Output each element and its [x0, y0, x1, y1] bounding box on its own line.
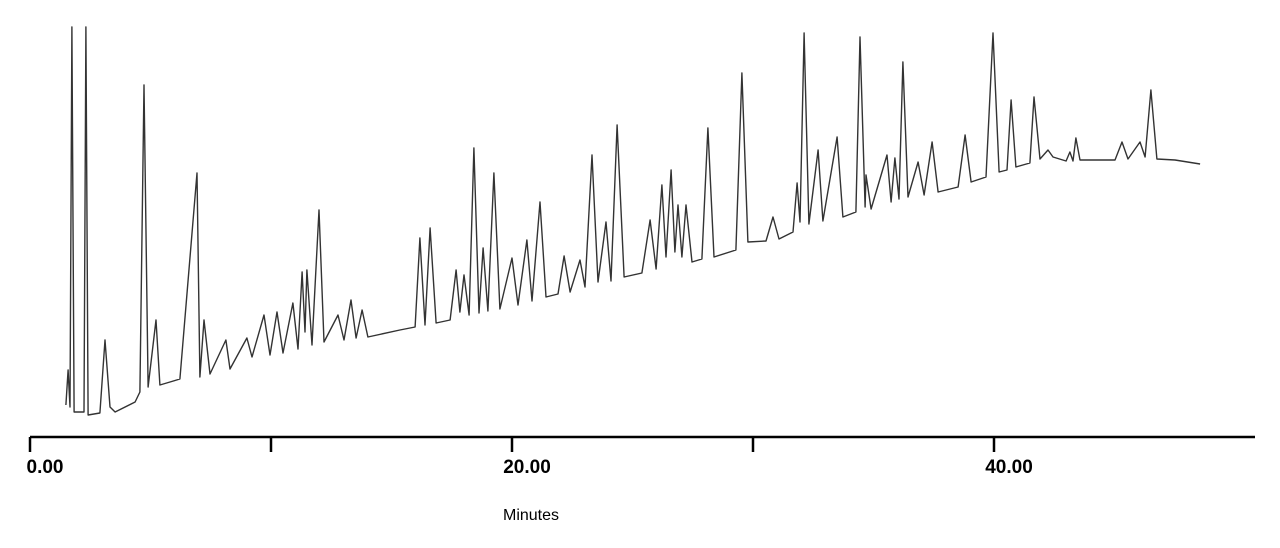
x-tick-label: 0.00 [27, 457, 64, 478]
chromatogram-line [65, 26, 1201, 416]
x-tick-label: 20.00 [503, 457, 551, 478]
x-tick-label: 40.00 [985, 457, 1033, 478]
x-axis-title: Minutes [503, 507, 559, 524]
